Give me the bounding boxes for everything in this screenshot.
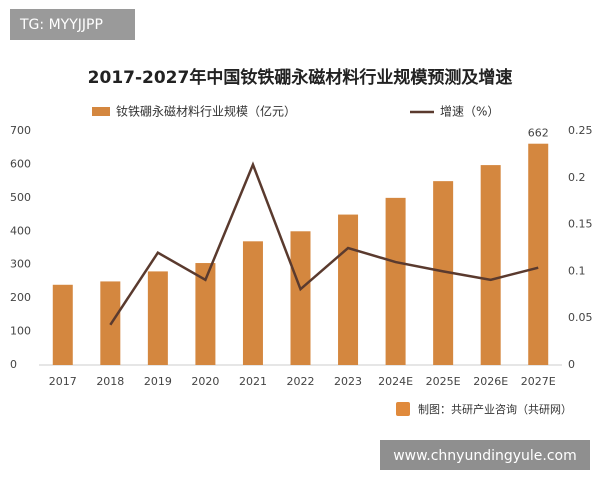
y2-tick-label: 0.15 [568, 218, 593, 231]
y-tick-label: 700 [10, 124, 31, 137]
line [109, 161, 539, 326]
x-tick-label: 2026E [473, 375, 508, 388]
y-tick-label: 200 [10, 291, 31, 304]
tag: TG: MYYJJPP [19, 17, 103, 33]
y-tick-label: 300 [10, 258, 31, 271]
legend-swatch [92, 107, 110, 116]
x-tick-label: 2020 [191, 375, 219, 388]
website-box [380, 440, 590, 470]
bar [147, 271, 168, 365]
website: www.chnyundingyule.com [393, 448, 577, 464]
tag-box [10, 9, 135, 40]
y-tick-label: 100 [10, 325, 31, 338]
x-tick-label: 2027E [521, 375, 556, 388]
x-tick-label: 2017 [49, 375, 77, 388]
legend-label: 钕铁硼永磁材料行业规模（亿元） [116, 104, 296, 119]
y2-tick-label: 0 [568, 358, 575, 371]
y2-tick-label: 0.1 [568, 264, 586, 277]
x-tick-label: 2022 [287, 375, 315, 388]
bar [242, 241, 263, 365]
bar [52, 284, 73, 365]
bar [338, 214, 359, 365]
y2-tick-label: 0.05 [568, 311, 593, 324]
y-tick-label: 0 [10, 358, 17, 371]
source-icon [396, 402, 410, 416]
x-tick-label: 2018 [96, 375, 124, 388]
bar [290, 231, 311, 365]
bar [480, 165, 501, 365]
legend-label: 增速（%） [440, 105, 499, 119]
bar [385, 197, 406, 365]
bar [195, 263, 216, 365]
y2-tick-label: 0.2 [568, 171, 586, 184]
source: 制图：共研产业咨询（共研网） [418, 402, 572, 416]
y-tick-label: 400 [10, 224, 31, 237]
bar [433, 181, 454, 365]
y-tick-label: 500 [10, 191, 31, 204]
x-tick-label: 2024E [378, 375, 413, 388]
x-tick-label: 2021 [239, 375, 267, 388]
y-tick-label: 600 [10, 157, 31, 170]
x-tick-label: 2023 [334, 375, 362, 388]
data-label: 662 [528, 127, 549, 140]
x-tick-label: 2025E [426, 375, 461, 388]
y2-tick-label: 0.25 [568, 124, 593, 137]
chart-title: 2017-2027年中国钕铁硼永磁材料行业规模预测及增速 [88, 67, 513, 88]
x-tick-label: 2019 [144, 375, 172, 388]
bar [528, 143, 549, 365]
